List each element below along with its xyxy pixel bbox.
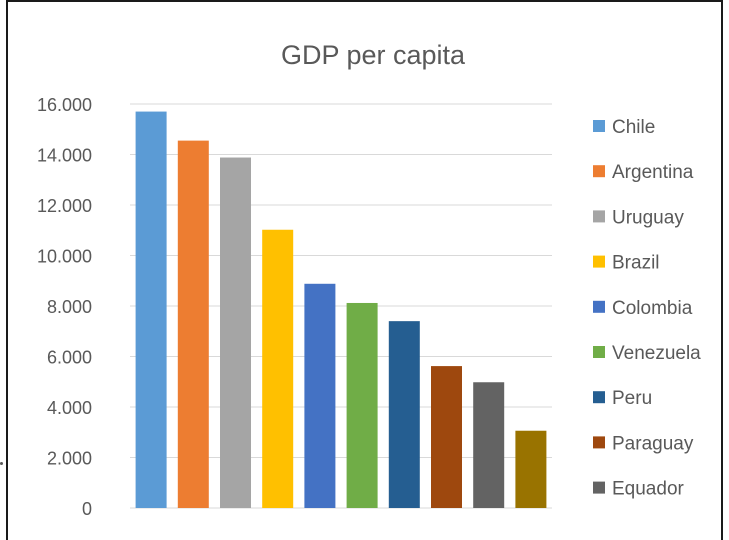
- legend-swatch: [593, 210, 605, 223]
- chart-frame: [6, 0, 723, 540]
- legend-swatch: [593, 346, 605, 358]
- legend-label: Venezuela: [612, 343, 701, 364]
- legend-swatch: [593, 165, 605, 178]
- bar-series-10: [515, 430, 547, 508]
- legend-label: Equador: [612, 479, 685, 500]
- legend: Chile Argentina Uruguay Brazil Colombia Venez…: [593, 117, 701, 500]
- bar-brazil: [262, 229, 294, 508]
- bar-venezuela: [346, 302, 378, 508]
- bars: [135, 111, 547, 509]
- legend-swatch: [593, 391, 605, 404]
- y-tick-label: 8.000: [47, 297, 92, 317]
- legend-swatch: [593, 120, 605, 132]
- bar-paraguay: [431, 366, 462, 508]
- y-tick-label: 2.000: [47, 449, 92, 469]
- legend-swatch: [593, 436, 605, 449]
- y-tick-label: 16.000: [37, 95, 92, 115]
- y-tick-label: 14.000: [37, 146, 92, 166]
- y-axis-labels: 0 2.000 4.000 6.000 8.000 10.000 12.000 14.000 1…: [37, 95, 92, 519]
- y-tick-label: 10.000: [37, 247, 92, 267]
- legend-label: Peru: [612, 388, 652, 409]
- bar-equador: [473, 382, 505, 508]
- y-tick-label: 6.000: [47, 348, 92, 368]
- legend-label: Brazil: [612, 253, 660, 274]
- legend-swatch: [593, 255, 605, 268]
- bar-colombia: [304, 283, 336, 508]
- y-tick-label: 0: [82, 499, 92, 519]
- legend-label: Argentina: [612, 162, 694, 183]
- legend-label: Paraguay: [612, 433, 694, 454]
- legend-label: Colombia: [612, 298, 693, 319]
- legend-label: Chile: [612, 117, 655, 138]
- bar-chile: [135, 111, 167, 508]
- bar-uruguay: [220, 157, 251, 508]
- chart-title: GDP per capita: [281, 40, 466, 70]
- y-tick-label: 4.000: [47, 398, 92, 418]
- legend-swatch: [593, 481, 605, 494]
- y-tick-label: 12.000: [37, 196, 92, 216]
- bar-peru: [388, 321, 420, 508]
- legend-label: Uruguay: [612, 207, 684, 228]
- stray-dot: [0, 462, 3, 465]
- legend-swatch: [593, 300, 605, 313]
- bar-argentina: [177, 140, 209, 509]
